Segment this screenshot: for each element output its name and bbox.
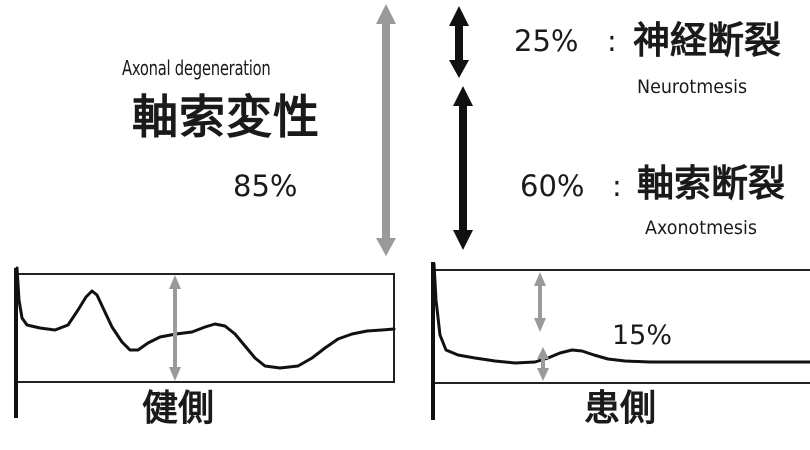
axonal-degeneration-english-label: Axonal degeneration bbox=[122, 56, 271, 80]
healthy-waveform bbox=[15, 266, 396, 370]
axonal-degeneration-arrow bbox=[376, 4, 396, 256]
neurotmesis-separator: : bbox=[607, 24, 617, 58]
neurotmesis-arrow bbox=[449, 6, 469, 78]
affected-side-panel bbox=[431, 262, 810, 420]
axonal-degeneration-japanese-label: 軸索変性 bbox=[132, 90, 320, 144]
affected-amplitude-percent: 15% bbox=[612, 320, 673, 351]
healthy-side-panel bbox=[14, 266, 396, 418]
affected-residual-arrow bbox=[537, 347, 549, 381]
healthy-amplitude-arrow bbox=[169, 275, 181, 381]
axonotmesis-separator: : bbox=[612, 169, 622, 203]
affected-side-label: 患側 bbox=[584, 388, 657, 429]
affected-waveform bbox=[432, 262, 810, 365]
axonotmesis-percent: 60% bbox=[520, 169, 585, 203]
neurotmesis-english-label: Neurotmesis bbox=[637, 76, 748, 98]
axonotmesis-japanese-label: 軸索断裂 bbox=[637, 162, 785, 205]
axonotmesis-english-label: Axonotmesis bbox=[645, 217, 757, 239]
axonal-degeneration-percent: 85% bbox=[233, 169, 298, 203]
neurotmesis-percent: 25% bbox=[514, 24, 579, 58]
affected-amplitude-arrow bbox=[534, 272, 546, 332]
healthy-side-label: 健側 bbox=[142, 388, 215, 429]
axonotmesis-arrow bbox=[453, 86, 473, 250]
neurotmesis-japanese-label: 神経断裂 bbox=[633, 19, 781, 62]
